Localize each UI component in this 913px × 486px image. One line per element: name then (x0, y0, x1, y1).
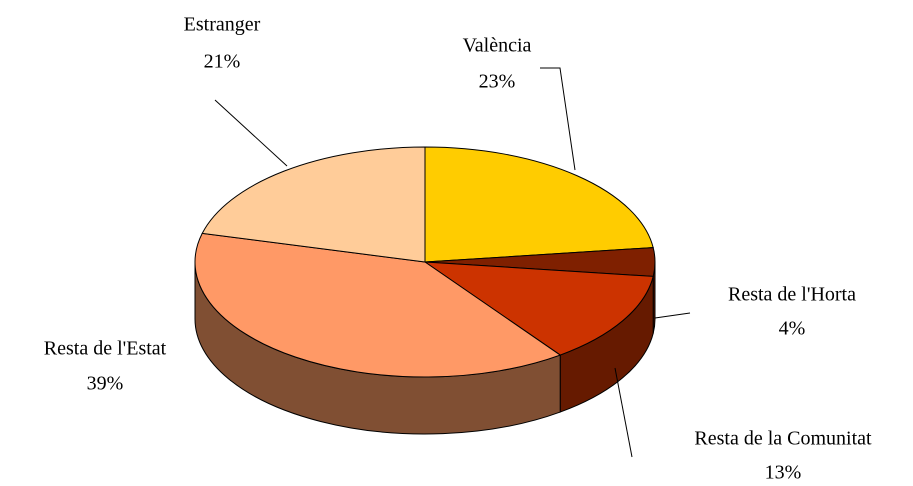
slice (201, 146, 426, 263)
slice-value-label: 21% (204, 51, 241, 73)
slice (194, 232, 562, 378)
slice-label: Resta de l'Horta (728, 284, 856, 306)
leader-line (654, 312, 691, 319)
slice (424, 146, 654, 263)
slice-label: Resta de la Comunitat (694, 428, 872, 450)
slice-value-label: 39% (87, 373, 124, 395)
slice-value-label: 4% (779, 318, 806, 340)
slice (423, 261, 654, 356)
leader-line (214, 99, 288, 167)
slice-value-label: 13% (765, 462, 802, 484)
slice-value-label: 23% (479, 71, 516, 93)
slice-label: Estranger (184, 14, 261, 36)
leader-line (614, 367, 633, 458)
slice-label: Resta de l'Estat (44, 338, 167, 360)
slice-label: València (463, 35, 532, 57)
leader-line (540, 67, 576, 171)
